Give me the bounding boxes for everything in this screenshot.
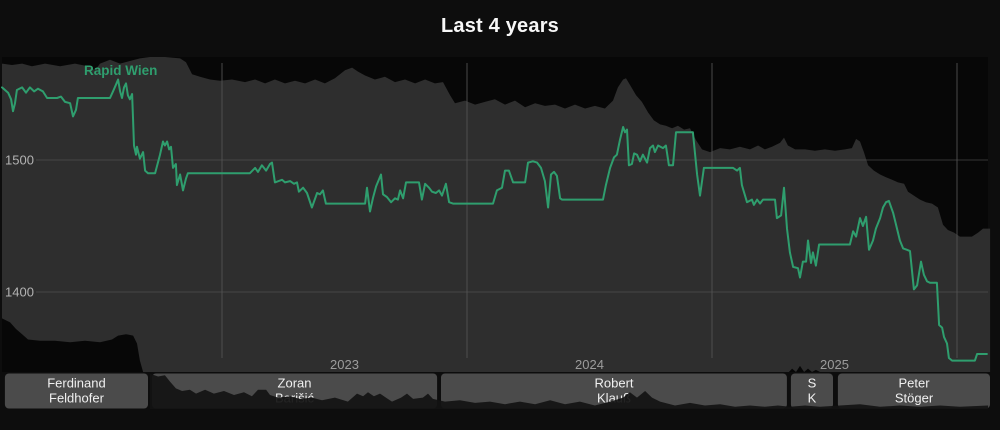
league-min-silhouette bbox=[150, 373, 989, 409]
manager-name: Peter Stöger bbox=[895, 376, 934, 406]
league-elo-band bbox=[2, 57, 991, 372]
x-tick-label: 2025 bbox=[820, 357, 849, 372]
manager-name: Ferdinand Feldhofer bbox=[47, 376, 106, 406]
manager-segment bbox=[790, 373, 833, 409]
rapid-wien-line bbox=[1, 78, 988, 362]
y-tick-label: 1500 bbox=[5, 153, 34, 168]
chart-title: Last 4 years bbox=[440, 14, 560, 37]
manager-segment bbox=[837, 373, 990, 409]
series-label: Rapid Wien bbox=[84, 63, 157, 78]
y-tick-label: 1400 bbox=[5, 285, 34, 300]
x-tick-label: 2024 bbox=[575, 357, 604, 372]
x-tick-label: 2023 bbox=[330, 357, 359, 372]
manager-segment bbox=[441, 373, 787, 409]
manager-segment bbox=[4, 373, 149, 409]
